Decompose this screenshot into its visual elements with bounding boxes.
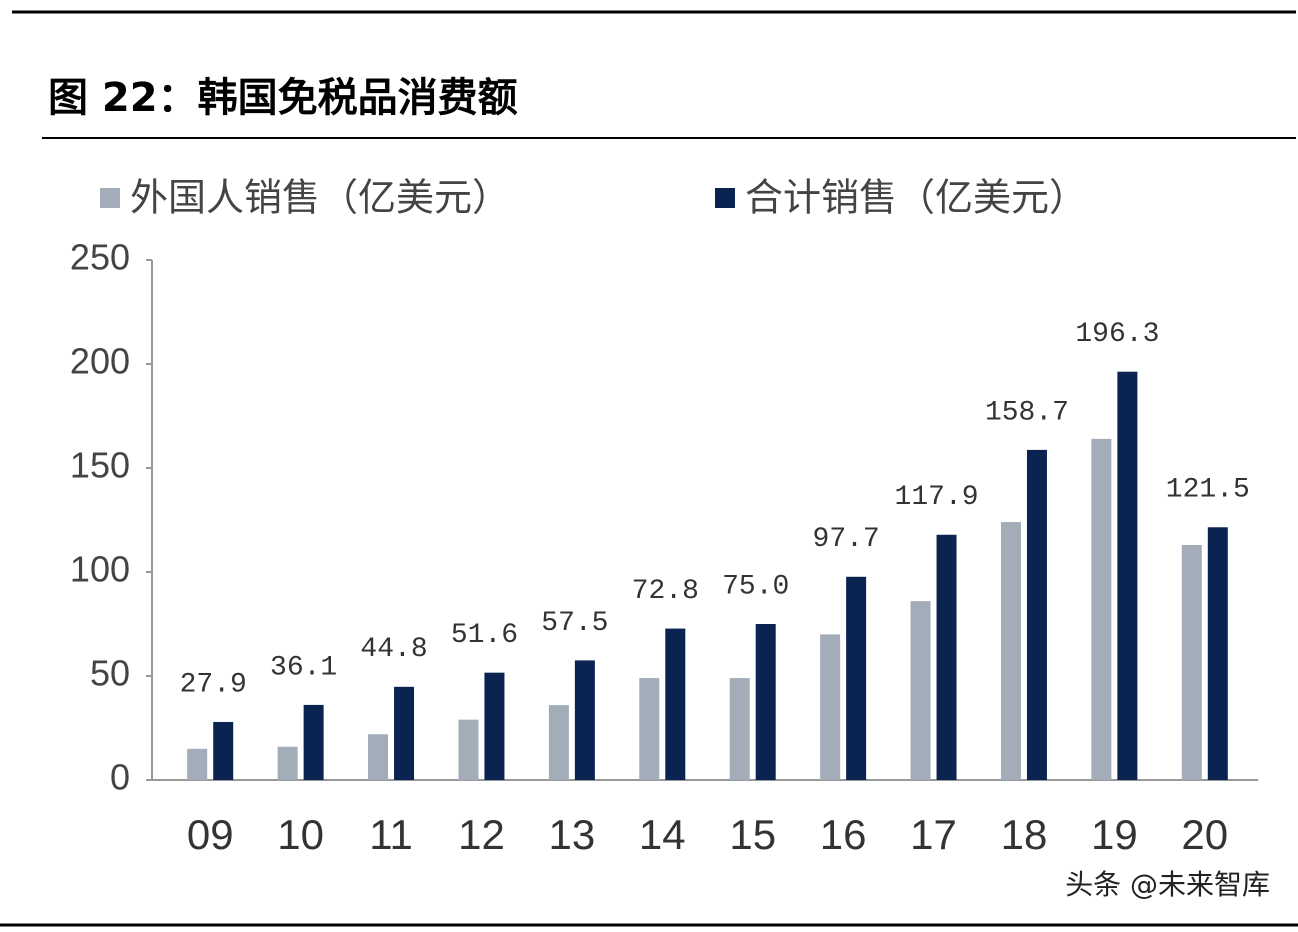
bar: [368, 734, 389, 780]
x-tick-label: 10: [277, 811, 324, 858]
legend-label: 合计销售（亿美元）: [745, 176, 1087, 220]
x-tick-label: 15: [729, 811, 776, 858]
bar: [936, 534, 957, 780]
x-tick-label: 12: [458, 811, 505, 858]
bar: [665, 628, 686, 780]
data-label: 27.9: [180, 669, 247, 700]
x-tick-label: 16: [820, 811, 867, 858]
data-label: 117.9: [895, 482, 979, 513]
bar: [548, 705, 569, 780]
y-tick-label: 50: [90, 653, 130, 694]
y-tick-label: 250: [70, 237, 130, 278]
bar: [1207, 527, 1228, 780]
y-tick-label: 100: [70, 549, 130, 590]
bar: [846, 576, 867, 780]
bar: [213, 721, 234, 780]
bar: [458, 719, 479, 780]
x-tick-label: 14: [639, 811, 686, 858]
data-label: 158.7: [985, 397, 1069, 428]
x-tick-label: 11: [369, 811, 413, 858]
bar: [1117, 371, 1138, 780]
data-label: 97.7: [813, 524, 880, 555]
bar: [910, 601, 931, 780]
data-label: 75.0: [722, 571, 789, 602]
bar: [277, 746, 298, 780]
y-tick-label: 200: [70, 341, 130, 382]
data-label: 121.5: [1166, 475, 1250, 506]
legend-label: 外国人销售（亿美元）: [130, 176, 510, 220]
bar: [484, 672, 505, 780]
data-label: 36.1: [270, 652, 337, 683]
y-tick-label: 0: [110, 757, 130, 798]
legend-swatch: [715, 188, 735, 208]
bar: [1091, 438, 1112, 780]
bar: [574, 660, 595, 780]
x-tick-label: 18: [1001, 811, 1048, 858]
data-label: 196.3: [1075, 319, 1159, 350]
x-tick-label: 19: [1091, 811, 1138, 858]
x-tick-label: 13: [549, 811, 596, 858]
bar: [187, 748, 208, 780]
x-tick-label: 17: [910, 811, 957, 858]
bar: [394, 686, 415, 780]
data-label: 44.8: [360, 634, 427, 665]
bar: [639, 678, 660, 780]
watermark: 头条 @未来智库: [1065, 868, 1270, 901]
bar: [303, 704, 324, 780]
bar: [820, 634, 841, 780]
bar: [729, 678, 750, 780]
data-label: 72.8: [632, 576, 699, 607]
chart-title: 图 22：韩国免税品消费额: [48, 75, 518, 121]
bar: [755, 624, 776, 780]
bar: [1026, 449, 1047, 780]
y-tick-label: 150: [70, 445, 130, 486]
data-label: 51.6: [451, 620, 518, 651]
data-label: 57.5: [541, 608, 608, 639]
x-tick-label: 20: [1181, 811, 1228, 858]
bar: [1000, 522, 1021, 780]
bar: [1181, 544, 1202, 780]
x-tick-label: 09: [187, 811, 234, 858]
legend-swatch: [100, 188, 120, 208]
